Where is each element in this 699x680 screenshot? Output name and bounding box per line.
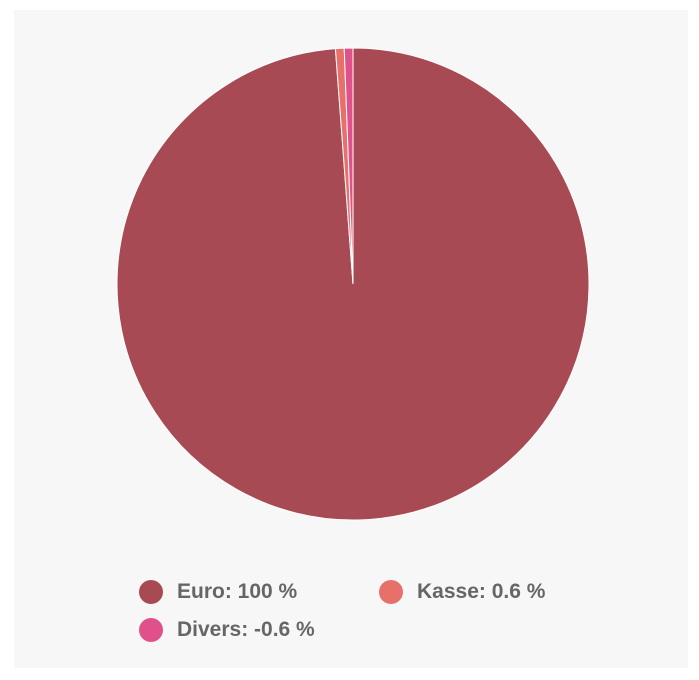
pie-slice-divers[interactable]: [343, 47, 354, 285]
legend-label-euro: Euro: 100 %: [177, 580, 298, 603]
legend-swatch-divers: [139, 618, 163, 642]
legend-swatch-kasse: [379, 580, 403, 604]
legend-label-divers: Divers: -0.6 %: [177, 618, 315, 641]
legend-swatch-euro: [139, 580, 163, 604]
legend-item-divers[interactable]: Divers: -0.6 %: [139, 618, 315, 642]
pie-chart: [116, 47, 590, 521]
chart-panel: Euro: 100 % Kasse: 0.6 % Divers: -0.6 %: [14, 10, 688, 668]
legend-item-kasse[interactable]: Kasse: 0.6 %: [379, 580, 545, 604]
legend-item-euro[interactable]: Euro: 100 %: [139, 580, 297, 604]
legend-label-kasse: Kasse: 0.6 %: [417, 580, 546, 603]
